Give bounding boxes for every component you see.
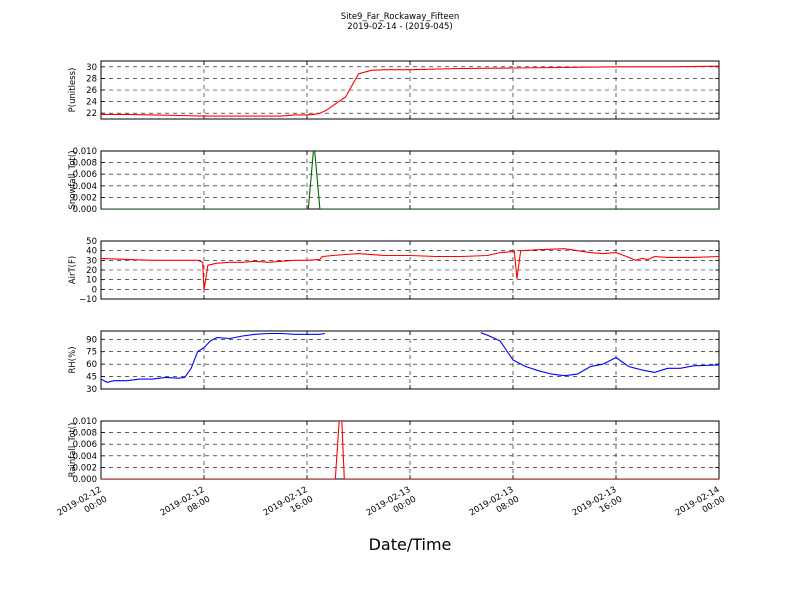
y-tick-label: 50 bbox=[86, 237, 97, 247]
y-tick-label: 22 bbox=[86, 109, 97, 119]
y-tick-label: 60 bbox=[86, 360, 97, 370]
y-axis-label: RH(%) bbox=[68, 346, 78, 373]
figure-subtitle: 2019-02-14 - (2019-045) bbox=[347, 22, 452, 32]
x-axis-label: Date/Time bbox=[369, 535, 452, 554]
y-tick-label: 0.004 bbox=[73, 452, 97, 462]
y-tick-label: 90 bbox=[86, 335, 97, 345]
y-tick-label: 0.008 bbox=[73, 159, 97, 169]
y-tick-label: 0.006 bbox=[73, 170, 97, 180]
series-line bbox=[480, 332, 719, 377]
y-tick-label: 30 bbox=[86, 63, 97, 73]
y-tick-label: 0.004 bbox=[73, 182, 97, 192]
y-tick-label: 40 bbox=[86, 247, 97, 257]
y-axis-label: Rainfall_Tot() bbox=[68, 423, 78, 478]
y-tick-label: 75 bbox=[86, 348, 97, 358]
series-line bbox=[101, 65, 719, 117]
y-tick-label: 0.002 bbox=[73, 463, 97, 473]
chart-panel-3: 30 45 60 75 90 RH(%) bbox=[68, 330, 720, 395]
y-tick-label: 24 bbox=[86, 98, 97, 108]
y-tick-label: 0.002 bbox=[73, 193, 97, 203]
y-axis-label: P(unitless) bbox=[68, 68, 78, 113]
series-line bbox=[101, 332, 326, 383]
y-tick-label: 10 bbox=[86, 276, 97, 286]
y-tick-label: 45 bbox=[86, 373, 97, 383]
figure-title: Site9_Far_Rockaway_Fifteen bbox=[341, 12, 460, 22]
panels: 2224262830P(unitless)0.0000.0020.0040.00… bbox=[56, 60, 727, 518]
y-tick-label: 26 bbox=[86, 86, 97, 96]
y-tick-label: 30 bbox=[86, 385, 97, 395]
y-tick-label: 0.010 bbox=[73, 417, 97, 427]
y-tick-label: 0.000 bbox=[73, 205, 97, 215]
y-tick-label: 20 bbox=[86, 266, 97, 276]
y-tick-label: 0.010 bbox=[73, 147, 97, 157]
y-axis-label: AirT(F) bbox=[68, 256, 78, 284]
y-tick-label: 30 bbox=[86, 256, 97, 266]
series-line bbox=[101, 248, 719, 291]
y-tick-label: 28 bbox=[86, 74, 97, 84]
y-tick-label: 0.006 bbox=[73, 440, 97, 450]
y-tick-label: −10 bbox=[79, 295, 97, 305]
y-tick-label: 0 bbox=[92, 285, 97, 295]
y-axis-label: Snowfall_Tot() bbox=[68, 150, 78, 209]
y-tick-label: 0.000 bbox=[73, 475, 97, 485]
y-tick-label: 0.008 bbox=[73, 429, 97, 439]
